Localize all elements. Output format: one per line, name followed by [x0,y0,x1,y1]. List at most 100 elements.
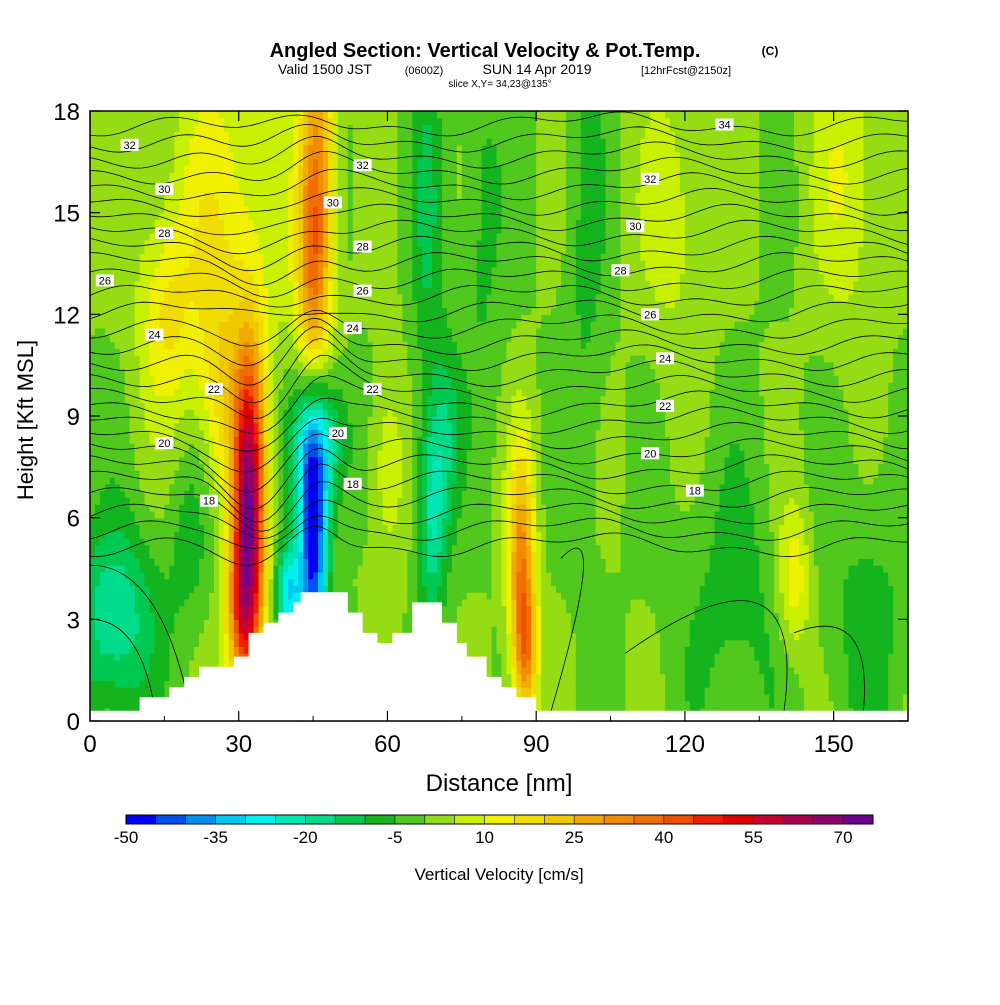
velocity-cell [99,490,106,498]
velocity-cell [248,253,255,261]
velocity-cell [208,199,215,207]
velocity-cell [204,429,210,437]
velocity-cell [218,504,225,512]
velocity-cell [174,348,180,356]
velocity-cell [199,592,205,600]
velocity-cell [104,517,111,526]
velocity-cell [313,334,319,343]
velocity-cell [268,544,275,553]
velocity-cell [159,612,165,620]
velocity-cell [362,497,369,505]
velocity-cell [308,524,314,532]
velocity-cell [238,416,245,424]
velocity-cell [253,490,260,498]
velocity-cell [164,368,170,376]
velocity-cell [357,117,364,126]
velocity-cell [139,504,146,512]
velocity-cell [179,680,185,688]
velocity-cell [218,144,225,153]
velocity-cell [199,361,205,370]
velocity-cell [347,538,354,546]
velocity-cell [303,368,309,376]
velocity-cell [184,185,190,193]
velocity-cell [159,382,165,390]
velocity-cell [109,666,116,675]
velocity-cell [293,538,299,546]
velocity-cell [357,219,364,227]
velocity-cell [99,348,106,356]
velocity-cell [218,565,225,573]
velocity-cell [194,565,200,573]
velocity-cell [109,470,116,478]
velocity-cell [263,463,270,471]
velocity-cell [347,524,354,532]
velocity-cell [134,558,141,566]
velocity-cell [154,382,161,390]
velocity-cell [278,185,284,193]
velocity-cell [228,117,235,126]
velocity-cell [174,632,180,641]
velocity-cell [149,416,156,424]
velocity-cell [263,544,270,553]
velocity-cell [318,382,324,390]
velocity-cell [199,185,205,193]
velocity-cell [94,531,101,539]
velocity-cell [228,307,235,315]
velocity-cell [218,233,225,241]
velocity-cell [298,490,304,498]
velocity-cell [357,294,364,302]
velocity-cell [124,388,131,397]
velocity-cell [189,538,195,546]
velocity-cell [208,138,215,146]
velocity-cell [99,409,106,417]
velocity-cell [258,456,265,465]
velocity-cell [129,646,136,654]
velocity-cell [204,551,210,559]
velocity-cell [337,504,344,512]
velocity-cell [184,531,190,539]
velocity-cell [233,260,240,268]
velocity-cell [109,138,116,146]
velocity-cell [99,375,106,383]
velocity-cell [228,402,235,410]
velocity-cell [208,273,215,282]
velocity-cell [233,375,240,383]
velocity-cell [174,239,180,248]
velocity-cell [169,470,175,478]
velocity-cell [94,124,101,132]
velocity-cell [144,429,151,437]
velocity-cell [332,402,339,410]
velocity-cell [323,212,329,221]
velocity-cell [298,287,304,295]
velocity-cell [337,151,344,160]
velocity-cell [154,307,161,315]
velocity-cell [253,402,260,410]
velocity-cell [308,443,314,451]
velocity-cell [347,341,354,349]
velocity-cell [218,592,225,600]
velocity-cell [323,402,329,410]
velocity-cell [99,666,106,675]
velocity-cell [149,517,156,526]
velocity-cell [124,178,131,187]
velocity-cell [164,321,170,329]
velocity-cell [332,368,339,376]
velocity-cell [253,233,260,241]
velocity-cell [268,341,275,349]
velocity-cell [213,361,220,370]
velocity-cell [199,551,205,559]
velocity-cell [184,422,190,431]
velocity-cell [90,287,96,295]
velocity-cell [124,422,131,431]
velocity-cell [248,388,255,397]
velocity-cell [134,544,141,553]
velocity-cell [327,321,334,329]
velocity-cell [144,571,151,580]
velocity-cell [238,477,245,485]
velocity-cell [327,531,334,539]
velocity-cell [288,172,294,180]
velocity-cell [258,124,265,132]
velocity-cell [268,355,275,363]
velocity-cell [218,327,225,336]
velocity-cell [293,239,299,248]
